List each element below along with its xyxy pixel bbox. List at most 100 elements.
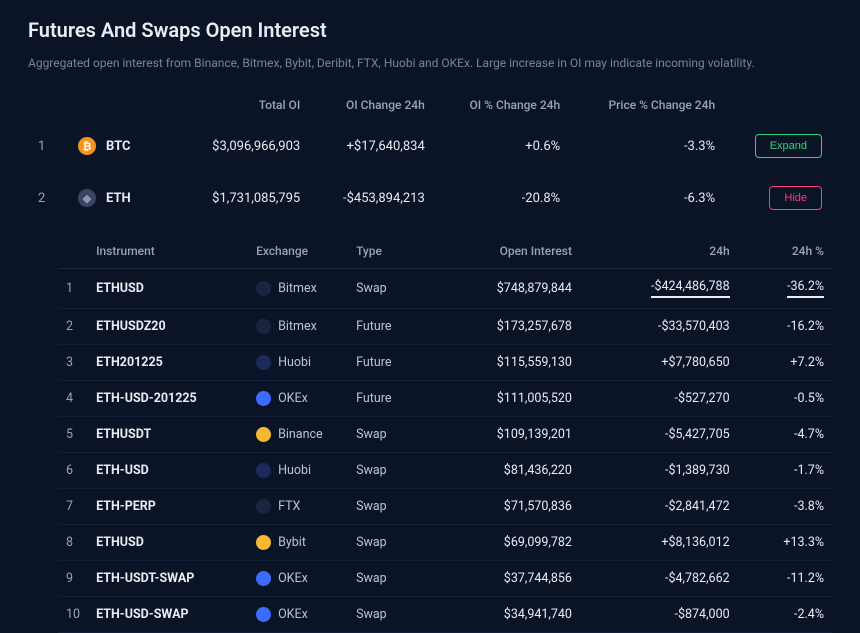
row-index: 2: [58, 309, 88, 345]
row-index: 2: [28, 172, 68, 224]
coin-icon: ₿: [78, 137, 96, 155]
instrument-type: Swap: [348, 525, 428, 561]
change-24h-pct-value: -11.2%: [738, 561, 832, 597]
detail-row[interactable]: 10ETH-USD-SWAPOKExSwap$34,941,740-$874,0…: [58, 597, 832, 633]
col-open-interest: Open Interest: [428, 234, 580, 269]
exchange-icon: [256, 391, 271, 406]
exchange-name: OKEx: [278, 607, 308, 622]
detail-header-row: Instrument Exchange Type Open Interest 2…: [58, 234, 832, 269]
detail-row[interactable]: 8ETHUSDBybitSwap$69,099,782+$8,136,012+1…: [58, 525, 832, 561]
exchange-cell: Bitmex: [256, 319, 340, 334]
exchange-cell: OKEx: [256, 391, 340, 406]
exchange-cell: FTX: [256, 499, 340, 514]
open-interest-value: $173,257,678: [428, 309, 580, 345]
instrument-type: Future: [348, 381, 428, 417]
change-24h-pct-value: -2.4%: [738, 597, 832, 633]
instrument-type: Swap: [348, 453, 428, 489]
instrument-name: ETH-PERP: [88, 489, 248, 525]
change-24h-value: -$33,570,403: [580, 309, 738, 345]
instrument-name: ETHUSDZ20: [88, 309, 248, 345]
detail-row[interactable]: 7ETH-PERP FTX Swap$71,570,836-$2,841,472-3…: [58, 489, 832, 525]
summary-row: 1₿BTC$3,096,966,903+$17,640,834+0.6%-3.3…: [28, 120, 832, 172]
detail-row[interactable]: 4ETH-USD-201225OKExFuture$111,005,520-$5…: [58, 381, 832, 417]
exchange-icon: [256, 571, 271, 586]
open-interest-value: $71,570,836: [428, 489, 580, 525]
instrument-type: Future: [348, 309, 428, 345]
open-interest-value: $748,879,844: [428, 269, 580, 309]
exchange-cell: Bybit: [256, 535, 340, 550]
exchange-cell: Bitmex: [256, 281, 340, 296]
oi-pct-24h-value: +0.6%: [435, 120, 570, 172]
row-index: 8: [58, 525, 88, 561]
coin-cell[interactable]: ◆ ETH: [78, 189, 168, 207]
detail-row[interactable]: 5ETHUSDTBinanceSwap$109,139,201-$5,427,7…: [58, 417, 832, 453]
exchange-name: Bitmex: [278, 281, 317, 296]
col-type: Type: [348, 234, 428, 269]
change-24h-value: -$1,389,730: [580, 453, 738, 489]
col-exchange: Exchange: [248, 234, 348, 269]
instrument-type: Swap: [348, 417, 428, 453]
change-24h-pct-value: -4.7%: [738, 417, 832, 453]
instrument-type: Swap: [348, 561, 428, 597]
change-24h-value: +$8,136,012: [580, 525, 738, 561]
exchange-cell: Huobi: [256, 355, 340, 370]
instrument-name: ETH-USD: [88, 453, 248, 489]
exchange-icon: [256, 355, 271, 370]
change-24h-value: -$424,486,788: [580, 269, 738, 309]
open-interest-value: $69,099,782: [428, 525, 580, 561]
instrument-type: Swap: [348, 597, 428, 633]
col-instrument: Instrument: [88, 234, 248, 269]
detail-table: Instrument Exchange Type Open Interest 2…: [58, 234, 832, 633]
row-index: 5: [58, 417, 88, 453]
expand-button[interactable]: Expand: [755, 134, 822, 158]
row-index: 10: [58, 597, 88, 633]
change-24h-pct-value: -0.5%: [738, 381, 832, 417]
instrument-name: ETH-USDT-SWAP: [88, 561, 248, 597]
coin-icon: ◆: [78, 189, 96, 207]
exchange-name: Bitmex: [278, 319, 317, 334]
exchange-name: Binance: [278, 427, 323, 442]
instrument-name: ETH201225: [88, 345, 248, 381]
exchange-icon: [256, 427, 271, 442]
open-interest-value: $115,559,130: [428, 345, 580, 381]
instrument-type: Swap: [348, 489, 428, 525]
exchange-icon: [256, 281, 271, 296]
exchange-name: FTX: [278, 499, 300, 514]
row-index: 9: [58, 561, 88, 597]
change-24h-value: -$527,270: [580, 381, 738, 417]
detail-row[interactable]: 1ETHUSDBitmexSwap$748,879,844-$424,486,7…: [58, 269, 832, 309]
detail-row[interactable]: 9ETH-USDT-SWAPOKExSwap$37,744,856-$4,782…: [58, 561, 832, 597]
summary-header-row: Total OI OI Change 24h OI % Change 24h P…: [28, 90, 832, 120]
detail-row[interactable]: 2ETHUSDZ20 Bitmex Future$173,257,678-$33,5…: [58, 309, 832, 345]
detail-row[interactable]: 3ETH201225HuobiFuture$115,559,130+$7,780…: [58, 345, 832, 381]
exchange-icon: [256, 319, 271, 334]
row-index: 6: [58, 453, 88, 489]
detail-row[interactable]: 6ETH-USDHuobiSwap$81,436,220-$1,389,730-…: [58, 453, 832, 489]
change-24h-value: -$2,841,472: [580, 489, 738, 525]
exchange-cell: OKEx: [256, 571, 340, 586]
col-total-oi: Total OI: [178, 90, 310, 120]
exchange-icon: [256, 499, 271, 514]
change-24h-pct-value: -16.2%: [738, 309, 832, 345]
row-index: 1: [28, 120, 68, 172]
coin-cell[interactable]: ₿BTC: [78, 137, 168, 155]
row-index: 3: [58, 345, 88, 381]
change-24h-pct-value: -3.8%: [738, 489, 832, 525]
exchange-name: OKEx: [278, 391, 308, 406]
col-price-pct-24h: Price % Change 24h: [570, 90, 725, 120]
exchange-icon: [256, 607, 271, 622]
exchange-icon: [256, 535, 271, 550]
change-24h-pct-value: +7.2%: [738, 345, 832, 381]
change-24h-pct-value: -1.7%: [738, 453, 832, 489]
col-24h: 24h: [580, 234, 738, 269]
instrument-name: ETHUSD: [88, 525, 248, 561]
hide-button[interactable]: Hide: [769, 186, 822, 210]
oi-pct-24h-value: -20.8%: [435, 172, 570, 224]
row-index: 7: [58, 489, 88, 525]
change-24h-value: +$7,780,650: [580, 345, 738, 381]
exchange-name: OKEx: [278, 571, 308, 586]
exchange-cell: Huobi: [256, 463, 340, 478]
coin-symbol: ETH: [106, 191, 131, 206]
change-24h-pct-value: -36.2%: [738, 269, 832, 309]
total-oi-value: $3,096,966,903: [178, 120, 310, 172]
